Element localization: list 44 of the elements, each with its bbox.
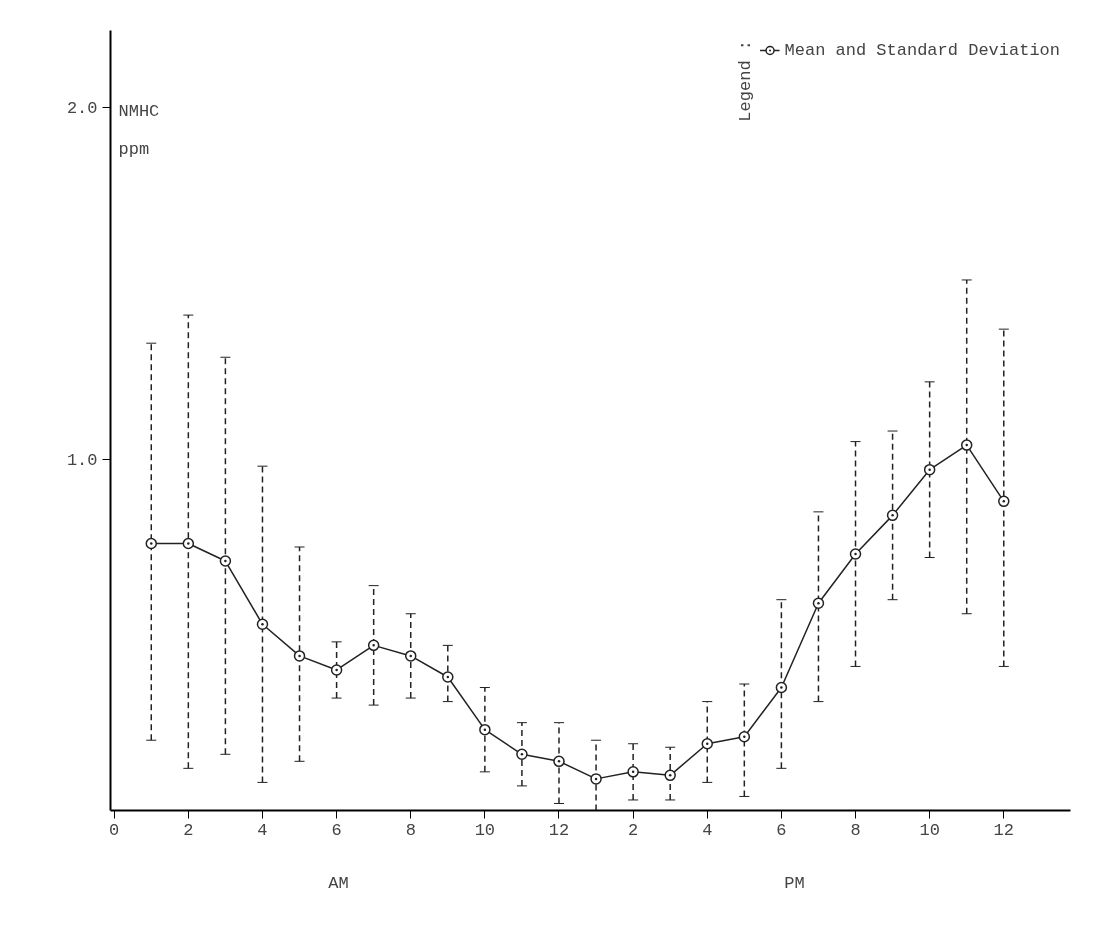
point [330,664,343,676]
point [960,439,973,451]
point [182,537,195,550]
text: AM [328,873,349,893]
x-tick-label: 8 [850,820,861,840]
x-tick-label: 10 [474,820,496,840]
point [256,618,269,631]
point [479,723,491,736]
y-axis-title: NMHC ppm [118,101,160,159]
point [627,766,639,778]
point [886,509,899,522]
point [849,548,862,560]
text: PM [784,873,805,893]
x-tick-label: 2 [628,820,639,840]
point [404,650,417,662]
x-tick-label: 4 [702,820,713,840]
point [145,537,158,550]
point [516,748,528,761]
x-tick-label: 2 [183,820,194,840]
x-tick-label: 12 [548,820,570,840]
y-tick-label: 2.0 [66,99,98,119]
x-tick-label: 8 [405,820,416,840]
point [442,671,454,683]
point [923,463,936,476]
legend-label: Mean and Standard Deviation [784,40,1060,60]
point [664,769,676,782]
legend-title: Legend : [735,40,755,122]
y-tick-label: 1.0 [66,450,98,470]
point [738,730,751,743]
point [553,755,565,768]
x-tick-label: 0 [109,820,120,840]
point [812,597,825,609]
x-tick-label: 6 [331,820,342,840]
x-tick-label: 6 [776,820,787,840]
point [367,639,380,652]
point [590,773,602,785]
point [701,738,714,750]
point [293,650,306,662]
x-tick-label: 4 [257,820,268,840]
point [775,681,788,694]
x-tick-label: 12 [993,820,1014,840]
x-tick-label: 10 [919,820,940,840]
point [219,555,232,567]
point [998,495,1010,508]
